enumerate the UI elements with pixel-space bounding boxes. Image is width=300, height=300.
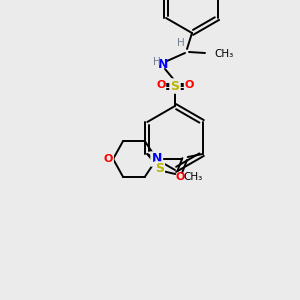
Text: O: O — [103, 154, 113, 164]
Text: H: H — [177, 38, 185, 48]
Text: H: H — [153, 57, 161, 67]
Text: N: N — [158, 58, 168, 71]
Text: CH₃: CH₃ — [183, 172, 202, 182]
Text: O: O — [175, 172, 184, 182]
Text: N: N — [152, 152, 162, 166]
Text: S: S — [170, 80, 179, 92]
Text: CH₃: CH₃ — [214, 49, 233, 59]
Text: S: S — [155, 163, 164, 176]
Text: O: O — [184, 80, 194, 90]
Text: O: O — [156, 80, 166, 90]
